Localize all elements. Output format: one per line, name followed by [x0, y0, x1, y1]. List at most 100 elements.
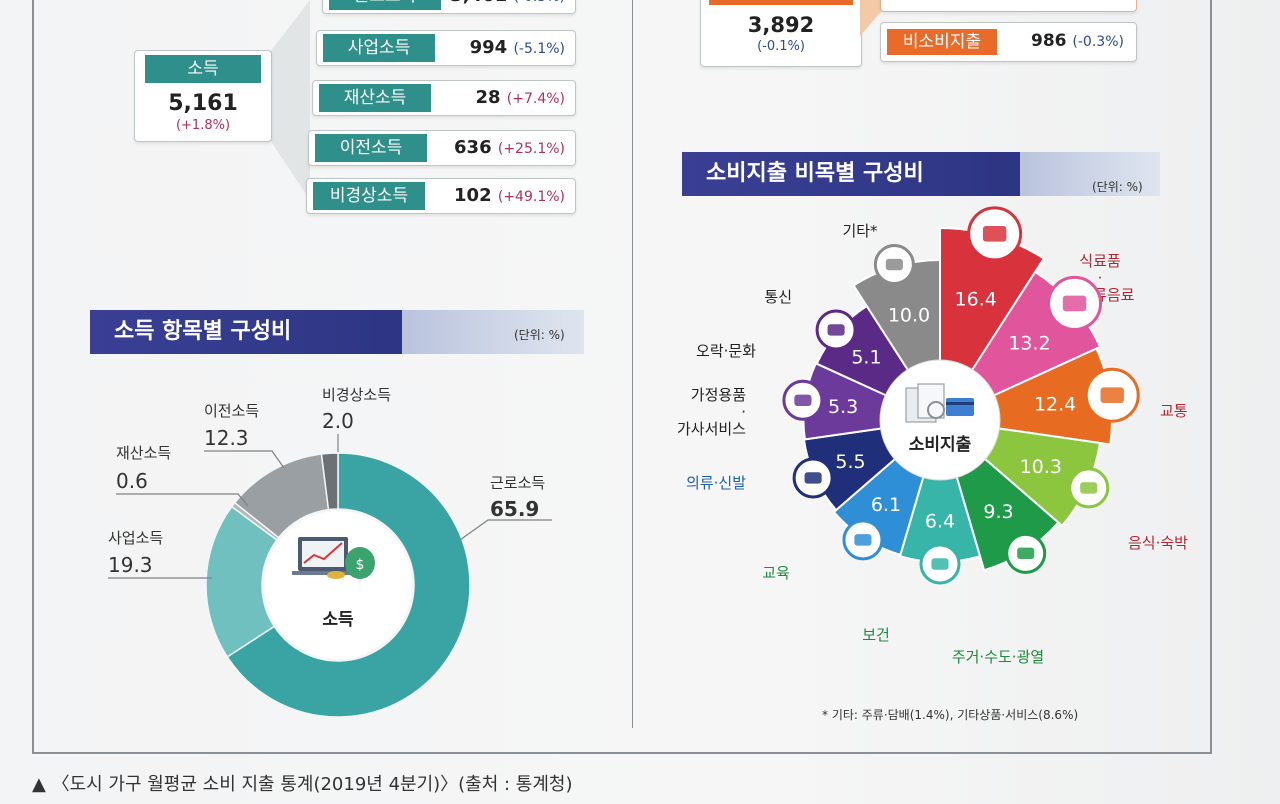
entertainment-icon: [782, 379, 824, 421]
income-item-value: 102 (+49.1%): [454, 185, 565, 206]
income-value-label: 0.6: [116, 469, 148, 493]
spending-connector: [860, 0, 884, 36]
column-divider: [632, 0, 633, 728]
income-leader-line: [459, 519, 552, 541]
income-item-change: (-0.3%): [513, 0, 565, 5]
income-item-box: 비경상소득 102 (+49.1%): [306, 178, 576, 214]
consumption-category-label: 기타*: [842, 222, 878, 240]
income-total-change: (+1.8%): [175, 118, 231, 133]
figure-caption: ▲ 〈도시 가구 월평균 소비 지출 통계(2019년 4분기)〉(출처 : 통…: [32, 774, 573, 795]
consumption-value-label: 6.4: [925, 511, 955, 533]
income-item-label: 비경상소득: [313, 182, 425, 210]
income-total-box: 소득 5,161 (+1.8%): [134, 50, 272, 142]
house-icon: [1068, 467, 1110, 509]
income-item-box: 이전소득 636 (+25.1%): [308, 130, 576, 166]
income-category-label: 사업소득: [108, 529, 163, 547]
misc-goods-icon: [873, 244, 915, 286]
consumption-center: [879, 359, 1001, 481]
income-section-title: 소득 항목별 구성비: [90, 310, 426, 354]
nonconsumption-value: 986 (-0.3%): [1031, 31, 1124, 51]
nonconsumption-box: 비소비지출 986 (-0.3%): [880, 22, 1137, 62]
nonconsumption-label: 비소비지출: [887, 29, 997, 55]
consumption-banner-tail: [1020, 152, 1160, 196]
consumption-value-label: 13.2: [1008, 332, 1050, 354]
income-item-label: 재산소득: [319, 84, 431, 112]
consumption-unit: (단위: %): [1092, 180, 1143, 194]
consumption-value-label: 5.3: [828, 396, 858, 418]
income-total-value: 5,161: [168, 91, 238, 116]
income-item-change: (+25.1%): [497, 141, 565, 157]
income-total-label: 소득: [145, 55, 261, 83]
content-frame: [32, 0, 1212, 754]
spending-orange-stub: [880, 0, 1137, 12]
graduation-cap-icon: [919, 543, 961, 585]
income-item-amount: 102: [454, 185, 498, 206]
income-item-change: (-5.1%): [513, 41, 565, 57]
income-item-amount: 3,461: [450, 0, 513, 6]
income-value-label: 19.3: [108, 553, 153, 577]
consumption-category-label: 오락·문화: [696, 342, 756, 360]
consumption-category-label: 주거·수도·광열: [952, 648, 1044, 666]
income-item-value: 3,461 (-0.3%): [450, 0, 565, 6]
income-category-label: 비경상소득: [322, 386, 391, 404]
income-item-amount: 636: [454, 137, 498, 158]
consumption-center-label: 소비지출: [909, 435, 972, 455]
consumption-value-label: 9.3: [983, 501, 1013, 523]
income-category-label: 이전소득: [204, 402, 259, 420]
income-value-label: 65.9: [490, 497, 539, 521]
grocery-icon: [967, 206, 1023, 262]
income-item-amount: 28: [475, 87, 507, 108]
income-item-value: 28 (+7.4%): [475, 87, 565, 108]
income-item-change: (+49.1%): [497, 189, 565, 205]
consumption-category-label: 통신: [764, 288, 792, 306]
income-item-box: 근로소득 3,461 (-0.3%): [322, 0, 576, 14]
consumption-category-label: 음식·숙박: [1128, 534, 1188, 552]
income-item-label: 이전소득: [315, 134, 427, 162]
income-banner-tail: [402, 310, 584, 354]
income-item-label: 사업소득: [323, 34, 435, 62]
consumption-category-label: 가정용품 · 가사서비스: [677, 386, 746, 438]
income-center-label: 소득: [322, 610, 354, 630]
consumption-total-value: 3,892: [747, 13, 815, 37]
consumption-value-label: 10.0: [888, 304, 930, 326]
food-icon: [1084, 367, 1140, 423]
income-item-value: 636 (+25.1%): [454, 137, 565, 158]
consumption-value-label: 6.1: [871, 494, 901, 516]
consumption-value-label: 10.3: [1020, 456, 1062, 478]
income-leader-line: [116, 493, 249, 507]
income-value-label: 2.0: [322, 409, 354, 433]
clothing-icon: [842, 519, 884, 561]
income-item-box: 사업소득 994 (-5.1%): [316, 30, 576, 66]
income-unit: (단위: %): [514, 328, 565, 342]
income-tree-connector: [270, 0, 310, 200]
consumption-category-label: 의류·신발: [686, 474, 746, 492]
consumption-value-label: 5.5: [835, 451, 865, 473]
medical-kit-icon: [1005, 532, 1047, 574]
consumption-radial-chart: 16.4 13.2 12.4 10.3 9.3 6.4 6.1 5.5 5.3 5.1 10.0 소비…: [677, 206, 1188, 666]
consumption-value-label: 5.1: [851, 346, 881, 368]
income-leader-line: [204, 450, 285, 469]
income-category-label: 재산소득: [116, 444, 171, 462]
income-item-label: 근로소득: [329, 0, 441, 10]
consumption-total-change: (-0.1%): [757, 39, 805, 54]
laptop-money-icon: $: [292, 537, 375, 579]
nonconsumption-amount: 986: [1031, 31, 1067, 51]
nonconsumption-change: (-0.3%): [1072, 34, 1124, 50]
consumption-value-label: 12.4: [1034, 393, 1076, 415]
consumption-total-tag: [709, 0, 853, 5]
consumption-category-label: 교통: [1160, 402, 1188, 420]
income-item-box: 재산소득 28 (+7.4%): [312, 80, 576, 116]
household-goods-icon: [792, 457, 834, 499]
income-item-change: (+7.4%): [506, 91, 565, 107]
svg-text:$: $: [356, 557, 365, 573]
consumption-value-label: 16.4: [955, 288, 997, 310]
income-item-amount: 994: [469, 37, 514, 58]
phone-icon: [815, 309, 857, 351]
consumption-category-label: 보건: [862, 626, 890, 644]
income-donut-chart: $ 소득 근로소득 65.9 사업소득 19.3 재산소득 0.6 이전소득 12.3 비경상소득 2…: [108, 386, 552, 718]
income-category-label: 근로소득: [490, 474, 545, 492]
consumption-footnote: * 기타: 주류·담배(1.4%), 기타상품·서비스(8.6%): [822, 708, 1079, 722]
income-value-label: 12.3: [204, 426, 249, 450]
income-item-value: 994 (-5.1%): [470, 37, 565, 58]
